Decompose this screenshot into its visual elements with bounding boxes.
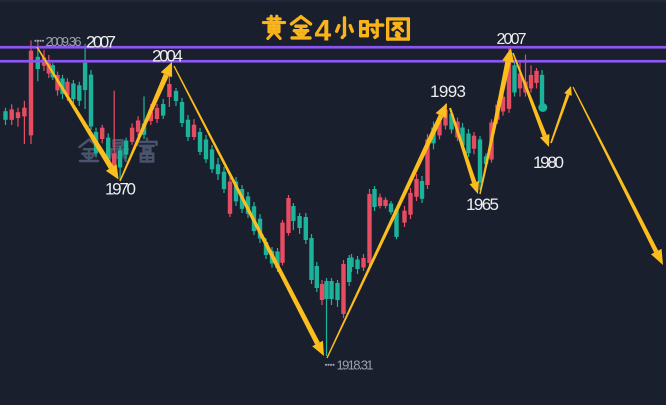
svg-text:1918.31: 1918.31	[337, 358, 374, 373]
svg-text:2009.36: 2009.36	[46, 34, 82, 49]
svg-text:2007: 2007	[497, 31, 527, 48]
svg-text:2007: 2007	[86, 33, 116, 52]
svg-text:2004: 2004	[152, 47, 183, 66]
svg-text:1980: 1980	[533, 153, 564, 172]
svg-text:1970: 1970	[105, 180, 136, 199]
svg-text:4: 4	[315, 15, 332, 48]
svg-text:1993: 1993	[430, 82, 466, 101]
svg-text:1965: 1965	[466, 195, 499, 214]
